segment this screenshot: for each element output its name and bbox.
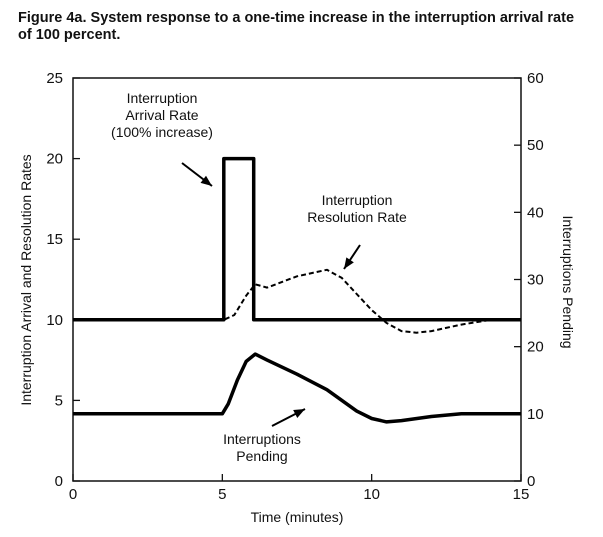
y-right-tick-label: 60 xyxy=(527,70,544,87)
y-left-tick-label: 20 xyxy=(46,151,63,168)
pending-annotation-text: Interruptions xyxy=(223,431,301,447)
arrival-rate-annotation-text: Interruption xyxy=(127,90,198,106)
y-left-tick-label: 10 xyxy=(46,312,63,329)
y-right-tick-label: 20 xyxy=(527,339,544,356)
arrival-rate-annotation-text: Arrival Rate xyxy=(125,107,198,123)
y-right-tick-label: 40 xyxy=(527,204,544,221)
y-right-tick-label: 0 xyxy=(527,473,535,490)
x-tick-label: 5 xyxy=(218,486,226,503)
pending-annotation-text: Pending xyxy=(236,448,287,464)
y-left-tick-label: 0 xyxy=(55,473,63,490)
pending-line xyxy=(73,352,521,424)
arrival-rate-line xyxy=(73,156,521,322)
y-right-tick-label: 50 xyxy=(527,137,544,154)
series-layer xyxy=(73,156,521,424)
y-left-tick-label: 25 xyxy=(46,70,63,87)
resolution-rate-line xyxy=(73,268,521,334)
resolution-rate-annotation-text: Resolution Rate xyxy=(307,209,407,225)
x-axis-title: Time (minutes) xyxy=(251,509,344,525)
resolution-rate-annotation-arrow-head xyxy=(344,257,354,269)
pending-annotation-arrow-head xyxy=(293,409,305,419)
x-tick-label: 10 xyxy=(363,486,380,503)
y-axis-right-title: Interruptions Pending xyxy=(560,215,576,348)
arrival-rate-annotation-arrow-head xyxy=(200,175,212,186)
resolution-rate-annotation-text: Interruption xyxy=(322,192,393,208)
y-axis-left-title: Interruption Arrival and Resolution Rate… xyxy=(18,154,34,405)
arrival-rate-annotation-text: (100% increase) xyxy=(111,124,213,140)
x-tick-label: 0 xyxy=(69,486,77,503)
y-left-tick-label: 5 xyxy=(55,392,63,409)
y-right-tick-label: 30 xyxy=(527,272,544,289)
x-tick-label: 15 xyxy=(513,486,530,503)
y-right-tick-label: 10 xyxy=(527,406,544,423)
figure-caption: Figure 4a. System response to a one-time… xyxy=(18,10,575,43)
y-left-tick-label: 15 xyxy=(46,231,63,248)
